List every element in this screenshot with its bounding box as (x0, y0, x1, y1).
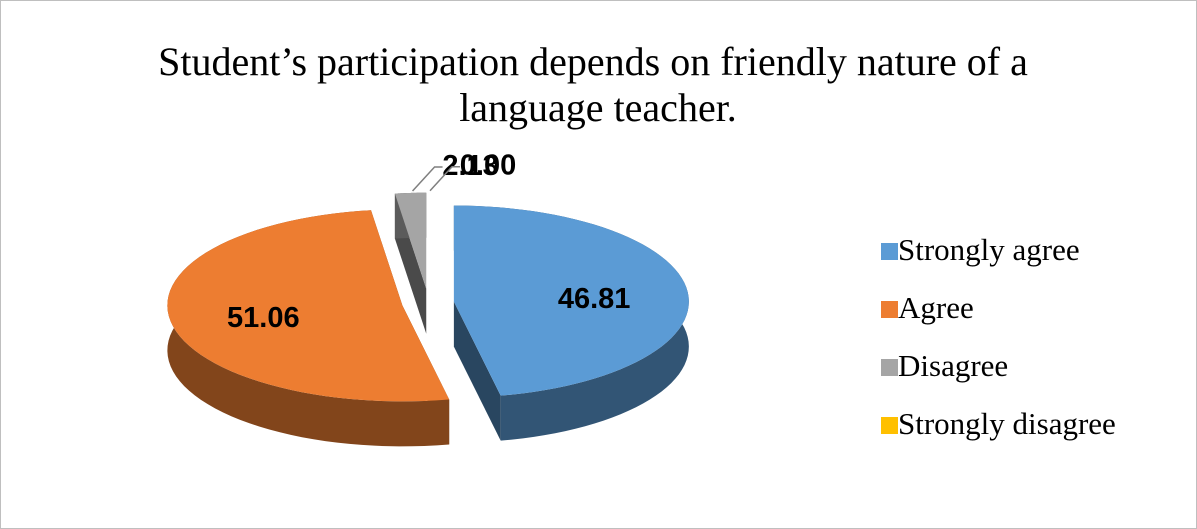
legend-label: Agree (898, 290, 974, 325)
slice (453, 205, 689, 396)
legend-swatch (881, 243, 898, 260)
slice (167, 210, 450, 402)
data-label: 0.00 (460, 150, 516, 182)
slice (167, 210, 450, 447)
legend-label: Strongly agree (898, 232, 1080, 267)
slice (453, 205, 689, 441)
legend-label: Disagree (898, 348, 1008, 383)
legend-swatch (881, 301, 898, 318)
chart-title: Student’s participation depends on frien… (158, 39, 1038, 130)
slice (394, 192, 427, 334)
pie: 46.81 51.06 2.130.00 (167, 150, 689, 447)
slice (394, 192, 427, 289)
legend-swatch (881, 359, 898, 376)
leader-line (411, 166, 443, 192)
data-label: 2.13 (442, 150, 498, 182)
data-label: 46.81 (558, 283, 631, 315)
data-label: 51.06 (227, 302, 300, 334)
title-line: Student’s participation depends on frien… (158, 39, 1028, 84)
title-line: language teacher. (459, 85, 737, 130)
legend: Strongly agree Agree Disagree Strongly disa… (881, 232, 1116, 441)
legend-label: Strongly disagree (898, 406, 1116, 441)
leader-line (429, 165, 460, 192)
legend-swatch (881, 417, 898, 434)
slice-side (453, 301, 501, 441)
